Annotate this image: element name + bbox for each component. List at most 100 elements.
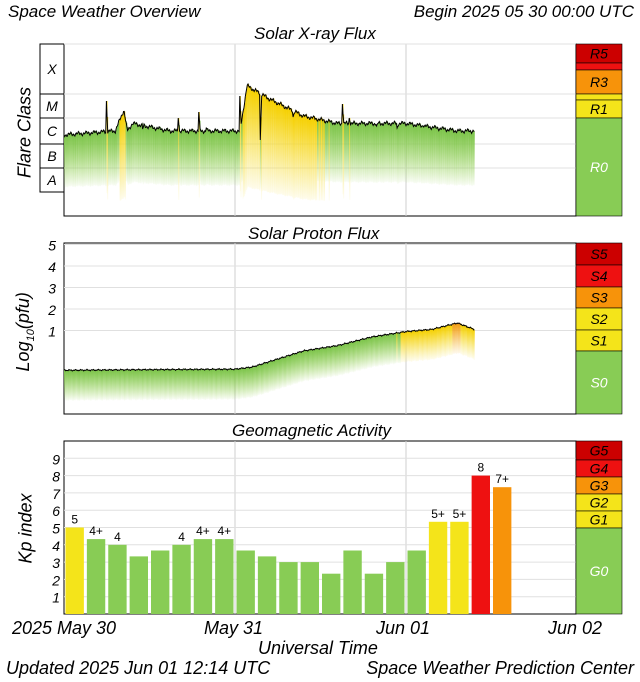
xray-fill (187, 131, 189, 186)
xray-fill (291, 111, 293, 198)
xray-fill (394, 121, 396, 182)
xray-fill (350, 125, 352, 183)
proton-fill (156, 369, 158, 400)
xray-fill (408, 124, 410, 183)
proton-fill (166, 369, 168, 400)
xray-fill (149, 125, 151, 183)
proton-fill (114, 369, 116, 400)
xray-fill (464, 133, 466, 187)
xray-fill (267, 98, 269, 193)
proton-fill (390, 333, 392, 364)
proton-fill (361, 339, 364, 370)
xray-fill (267, 98, 269, 193)
xray-fill (133, 124, 135, 183)
proton-fill (347, 343, 350, 374)
xray-fill (93, 130, 95, 186)
kp-bar-label: 8 (477, 461, 484, 475)
proton-fill (91, 369, 94, 400)
kp-level-label: G5 (590, 443, 609, 459)
xray-fill (470, 132, 473, 186)
xray-fill (269, 100, 271, 194)
xray-fill (286, 107, 288, 196)
xray-level-cell (575, 69, 623, 95)
xray-fill (237, 130, 239, 185)
xray-fill (345, 122, 347, 182)
proton-fill (311, 349, 313, 380)
proton-fill (321, 347, 323, 378)
xray-fill (204, 132, 206, 186)
proton-fill (194, 368, 196, 399)
proton-fill (384, 335, 386, 366)
proton-fill (123, 369, 125, 400)
xray-fill (390, 125, 393, 184)
proton-fill (398, 332, 400, 363)
x-tick-2: Jun 01 (376, 618, 431, 638)
proton-fill (410, 331, 412, 362)
proton-fill (93, 369, 95, 400)
proton-fill (381, 336, 383, 367)
xray-fill (263, 93, 265, 191)
proton-fill (366, 337, 369, 368)
xray-fill (347, 123, 349, 183)
xray-fill (287, 107, 289, 196)
xray-fill (270, 98, 272, 193)
xray-fill (469, 131, 471, 186)
proton-fill (242, 368, 245, 399)
xray-fill (143, 127, 145, 184)
xray-fill (136, 122, 138, 182)
xray-fill (100, 133, 102, 187)
proton-fill (252, 366, 255, 397)
xray-fill (450, 128, 452, 185)
proton-title: Solar Proton Flux (248, 224, 380, 243)
proton-fill (168, 369, 170, 400)
xray-fill (464, 131, 466, 186)
xray-fill (76, 134, 79, 187)
xray-fill (293, 117, 295, 200)
xray-fill (358, 123, 360, 183)
xray-fill (176, 129, 178, 185)
proton-fill (78, 370, 80, 401)
proton-fill (315, 348, 317, 379)
proton-fill (284, 357, 287, 388)
xray-fill (473, 131, 475, 186)
xray-fill (430, 128, 432, 185)
proton-fill (376, 336, 378, 367)
proton-fill (165, 369, 167, 400)
proton-fill (255, 365, 257, 396)
xray-fill (284, 108, 286, 197)
proton-fill (128, 370, 131, 401)
proton-fill (387, 334, 389, 365)
kp-level-label: G4 (590, 461, 609, 477)
xray-fill (367, 123, 369, 183)
proton-fill (453, 323, 456, 354)
xray-fill (164, 129, 166, 185)
xray-fill (259, 94, 261, 191)
proton-fill (379, 335, 381, 366)
proton-fill (141, 370, 144, 401)
xray-fill (172, 130, 174, 186)
xray-fill (256, 91, 258, 190)
proton-fill (357, 340, 359, 371)
proton-fill (454, 323, 456, 354)
xray-fill (425, 126, 427, 184)
xray-fill (209, 129, 211, 185)
proton-fill (291, 354, 293, 385)
xray-fill (326, 121, 328, 182)
xray-fill (110, 130, 112, 186)
xray-fill (375, 124, 377, 183)
xray-fill (290, 108, 292, 197)
xray-fill (343, 114, 345, 199)
proton-fill (251, 367, 254, 398)
xray-fill (285, 107, 287, 196)
proton-fill (273, 360, 275, 391)
proton-fill (330, 347, 332, 378)
xray-fill (231, 131, 233, 186)
proton-fill (89, 370, 91, 401)
proton-fill (373, 336, 375, 367)
proton-fill (175, 370, 177, 401)
xray-fill (404, 122, 406, 182)
xray-fill (224, 129, 226, 185)
xray-fill (94, 130, 96, 186)
proton-fill (403, 332, 406, 363)
xray-fill (150, 126, 152, 184)
